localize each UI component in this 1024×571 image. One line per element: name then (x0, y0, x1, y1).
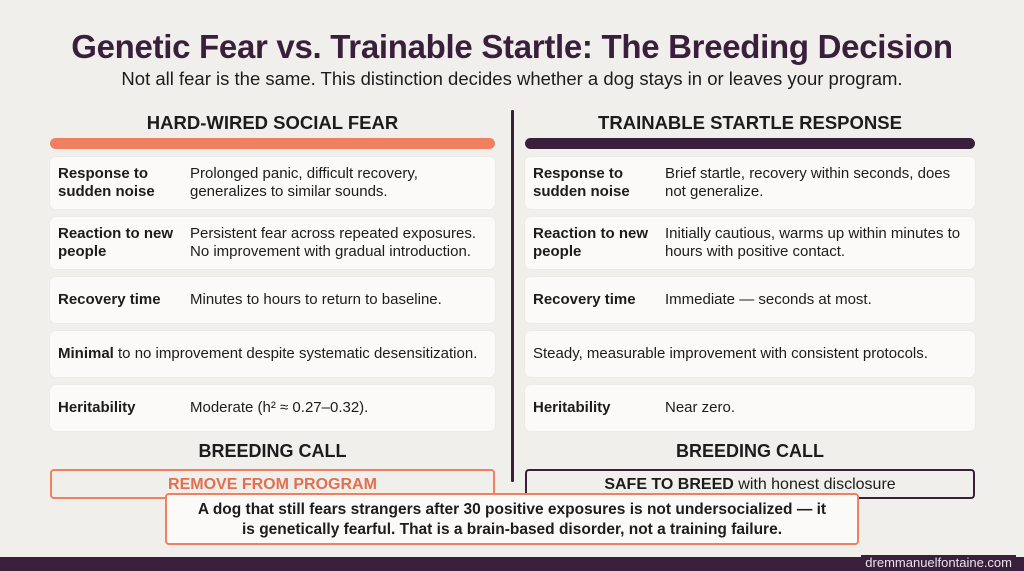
row-label: Response to sudden noise (58, 165, 155, 200)
call-rest: with honest disclosure (733, 476, 896, 493)
row-desensitization: Steady, measurable improvement with cons… (525, 331, 975, 377)
row-new-people: Reaction to new people Persistent fear a… (50, 217, 495, 269)
row-label: Reaction to new people (58, 225, 174, 260)
row-value: Persistent fear across repeated exposure… (190, 225, 476, 260)
page-subtitle: Not all fear is the same. This distincti… (121, 68, 903, 89)
row-value: to no improvement despite systematic des… (118, 345, 478, 362)
column-heading: HARD-WIRED SOCIAL FEAR (146, 112, 399, 133)
column-hard-wired-fear: HARD-WIRED SOCIAL FEAR Response to sudde… (50, 110, 495, 499)
row-label: Recovery time (533, 291, 636, 308)
column-accent-bar (525, 138, 975, 149)
breeding-call-heading: BREEDING CALL (198, 441, 347, 461)
column-heading: TRAINABLE STARTLE RESPONSE (598, 112, 902, 133)
footer-bar (0, 557, 1024, 571)
row-sudden-noise: Response to sudden noise Brief startle, … (525, 157, 975, 209)
row-value: Moderate (h² ≈ 0.27–0.32). (190, 399, 369, 416)
row-value: Initially cautious, warms up within minu… (665, 225, 961, 260)
column-accent-bar (50, 138, 495, 149)
row-recovery-time: Recovery time Immediate — seconds at mos… (525, 277, 975, 323)
row-new-people: Reaction to new people Initially cautiou… (525, 217, 975, 269)
row-label: Heritability (58, 399, 136, 416)
row-value: Brief startle, recovery within seconds, … (665, 165, 951, 200)
row-label: Heritability (533, 399, 611, 416)
row-label: Response to sudden noise (533, 165, 630, 200)
note-line: A dog that still fears strangers after 3… (197, 501, 827, 518)
row-heritability: Heritability Near zero. (525, 385, 975, 431)
breeding-call-heading: BREEDING CALL (676, 441, 824, 461)
row-value: Near zero. (665, 399, 736, 416)
column-divider (511, 110, 514, 482)
key-takeaway-note: A dog that still fears strangers after 3… (165, 493, 859, 545)
row-heritability: Heritability Moderate (h² ≈ 0.27–0.32). (50, 385, 495, 431)
row-label: Recovery time (58, 291, 161, 308)
row-label: Reaction to new people (533, 225, 649, 260)
row-value: Minutes to hours to return to baseline. (190, 291, 442, 308)
row-label: Minimal (58, 345, 114, 362)
column-trainable-startle: TRAINABLE STARTLE RESPONSE Response to s… (525, 110, 975, 499)
row-sudden-noise: Response to sudden noise Prolonged panic… (50, 157, 495, 209)
row-value: Steady, measurable improvement with cons… (533, 345, 928, 362)
row-value: Prolonged panic, difficult recovery, gen… (190, 165, 418, 200)
row-desensitization: Minimal to no improvement despite system… (50, 331, 495, 377)
call-bold: SAFE TO BREED (604, 476, 734, 493)
credit-url: dremmanuelfontaine.com (861, 555, 1016, 571)
row-recovery-time: Recovery time Minutes to hours to return… (50, 277, 495, 323)
row-value: Immediate — seconds at most. (665, 291, 872, 308)
page-title: Genetic Fear vs. Trainable Startle: The … (71, 28, 953, 65)
note-line: is genetically fearful. That is a brain-… (241, 521, 783, 538)
